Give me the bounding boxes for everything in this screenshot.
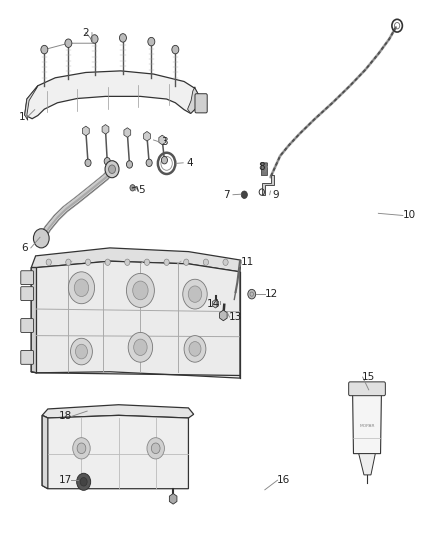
- Polygon shape: [25, 86, 38, 120]
- Circle shape: [223, 259, 228, 265]
- Text: 13: 13: [229, 312, 242, 322]
- Text: 10: 10: [403, 211, 416, 221]
- Circle shape: [125, 259, 130, 265]
- Circle shape: [66, 259, 71, 265]
- Text: 12: 12: [265, 289, 278, 299]
- Circle shape: [172, 45, 179, 54]
- Circle shape: [151, 443, 160, 454]
- Text: 3: 3: [161, 136, 168, 147]
- Text: 18: 18: [59, 411, 72, 422]
- Text: 16: 16: [277, 475, 290, 485]
- Circle shape: [109, 165, 116, 173]
- Circle shape: [33, 229, 49, 248]
- Text: 6: 6: [21, 243, 28, 253]
- Text: 8: 8: [258, 161, 265, 172]
- Polygon shape: [31, 261, 240, 378]
- Circle shape: [130, 184, 135, 191]
- Text: 5: 5: [138, 185, 145, 196]
- Polygon shape: [262, 175, 274, 195]
- Polygon shape: [25, 71, 199, 119]
- Circle shape: [248, 289, 256, 299]
- Circle shape: [75, 344, 88, 359]
- Text: 4: 4: [186, 158, 193, 168]
- FancyBboxPatch shape: [21, 319, 33, 333]
- Polygon shape: [187, 87, 199, 114]
- Circle shape: [120, 34, 127, 42]
- FancyBboxPatch shape: [195, 94, 207, 113]
- Circle shape: [203, 259, 208, 265]
- Text: 2: 2: [82, 28, 89, 38]
- Circle shape: [71, 338, 92, 365]
- Circle shape: [148, 37, 155, 46]
- Polygon shape: [353, 393, 381, 454]
- Circle shape: [183, 279, 207, 309]
- Circle shape: [146, 159, 152, 166]
- Circle shape: [133, 281, 148, 300]
- Circle shape: [127, 161, 133, 168]
- FancyBboxPatch shape: [21, 351, 33, 365]
- FancyBboxPatch shape: [21, 271, 33, 285]
- Circle shape: [184, 259, 189, 265]
- Polygon shape: [359, 454, 375, 475]
- Circle shape: [104, 158, 110, 165]
- Circle shape: [189, 342, 201, 356]
- Text: 1: 1: [18, 111, 25, 122]
- Circle shape: [77, 473, 91, 490]
- Circle shape: [105, 161, 119, 177]
- Circle shape: [41, 45, 48, 54]
- Text: 14: 14: [207, 298, 220, 309]
- Text: 9: 9: [272, 190, 279, 200]
- Circle shape: [128, 333, 152, 362]
- Circle shape: [134, 339, 147, 356]
- Polygon shape: [31, 248, 241, 272]
- Circle shape: [188, 286, 202, 302]
- Circle shape: [161, 157, 167, 164]
- Circle shape: [147, 438, 164, 459]
- Circle shape: [241, 191, 247, 198]
- Text: MOPAR: MOPAR: [359, 424, 375, 428]
- FancyBboxPatch shape: [21, 287, 33, 301]
- Circle shape: [184, 336, 206, 362]
- Text: 17: 17: [59, 475, 72, 485]
- Polygon shape: [42, 415, 188, 489]
- FancyBboxPatch shape: [261, 163, 268, 175]
- Circle shape: [127, 273, 154, 308]
- Polygon shape: [31, 268, 36, 373]
- Text: 15: 15: [362, 372, 375, 382]
- Circle shape: [145, 259, 150, 265]
- Circle shape: [105, 259, 110, 265]
- FancyBboxPatch shape: [349, 382, 385, 395]
- Circle shape: [68, 272, 95, 304]
- Circle shape: [91, 35, 98, 43]
- Circle shape: [77, 443, 86, 454]
- Circle shape: [85, 159, 91, 166]
- Polygon shape: [42, 405, 194, 418]
- Circle shape: [74, 279, 88, 296]
- Circle shape: [65, 39, 72, 47]
- Circle shape: [73, 438, 90, 459]
- Text: 7: 7: [223, 190, 230, 200]
- Circle shape: [85, 259, 91, 265]
- Text: 11: 11: [241, 257, 254, 267]
- Circle shape: [46, 259, 51, 265]
- Polygon shape: [42, 415, 48, 489]
- Circle shape: [164, 259, 169, 265]
- Circle shape: [80, 478, 87, 486]
